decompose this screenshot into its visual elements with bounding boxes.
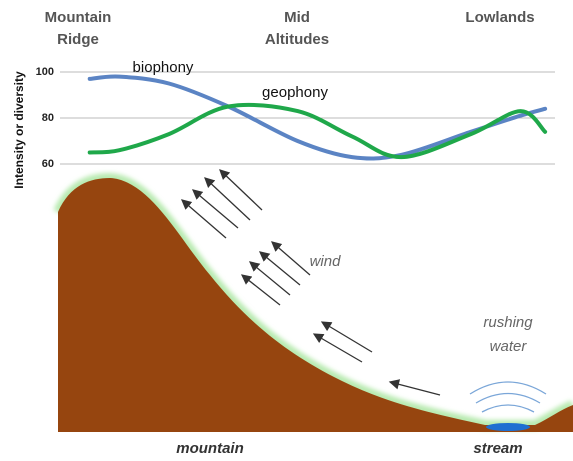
series-label: geophony [262, 84, 328, 101]
terrain [58, 178, 573, 432]
zone-label: Altitudes [265, 31, 329, 48]
zone-label: Mountain [45, 9, 112, 26]
stream-label: stream [473, 440, 522, 457]
zone-label: Ridge [57, 31, 99, 48]
series-label: biophony [133, 59, 194, 76]
y-tick-label: 80 [42, 112, 54, 124]
zone-label: Mid [284, 9, 310, 26]
y-tick-label: 100 [36, 66, 54, 78]
water-arcs [470, 382, 546, 412]
water-label: rushing [483, 314, 533, 331]
wind-label: wind [310, 253, 342, 270]
y-axis-label: Intensity or diversity [12, 71, 26, 189]
zone-label: Lowlands [465, 9, 534, 26]
mountain-label: mountain [176, 440, 244, 457]
diagram: Mountain Ridge Mid Altitudes Lowlands wi… [0, 0, 573, 461]
stream-water [486, 423, 530, 431]
water-label: water [490, 338, 528, 355]
y-tick-label: 60 [42, 158, 54, 170]
